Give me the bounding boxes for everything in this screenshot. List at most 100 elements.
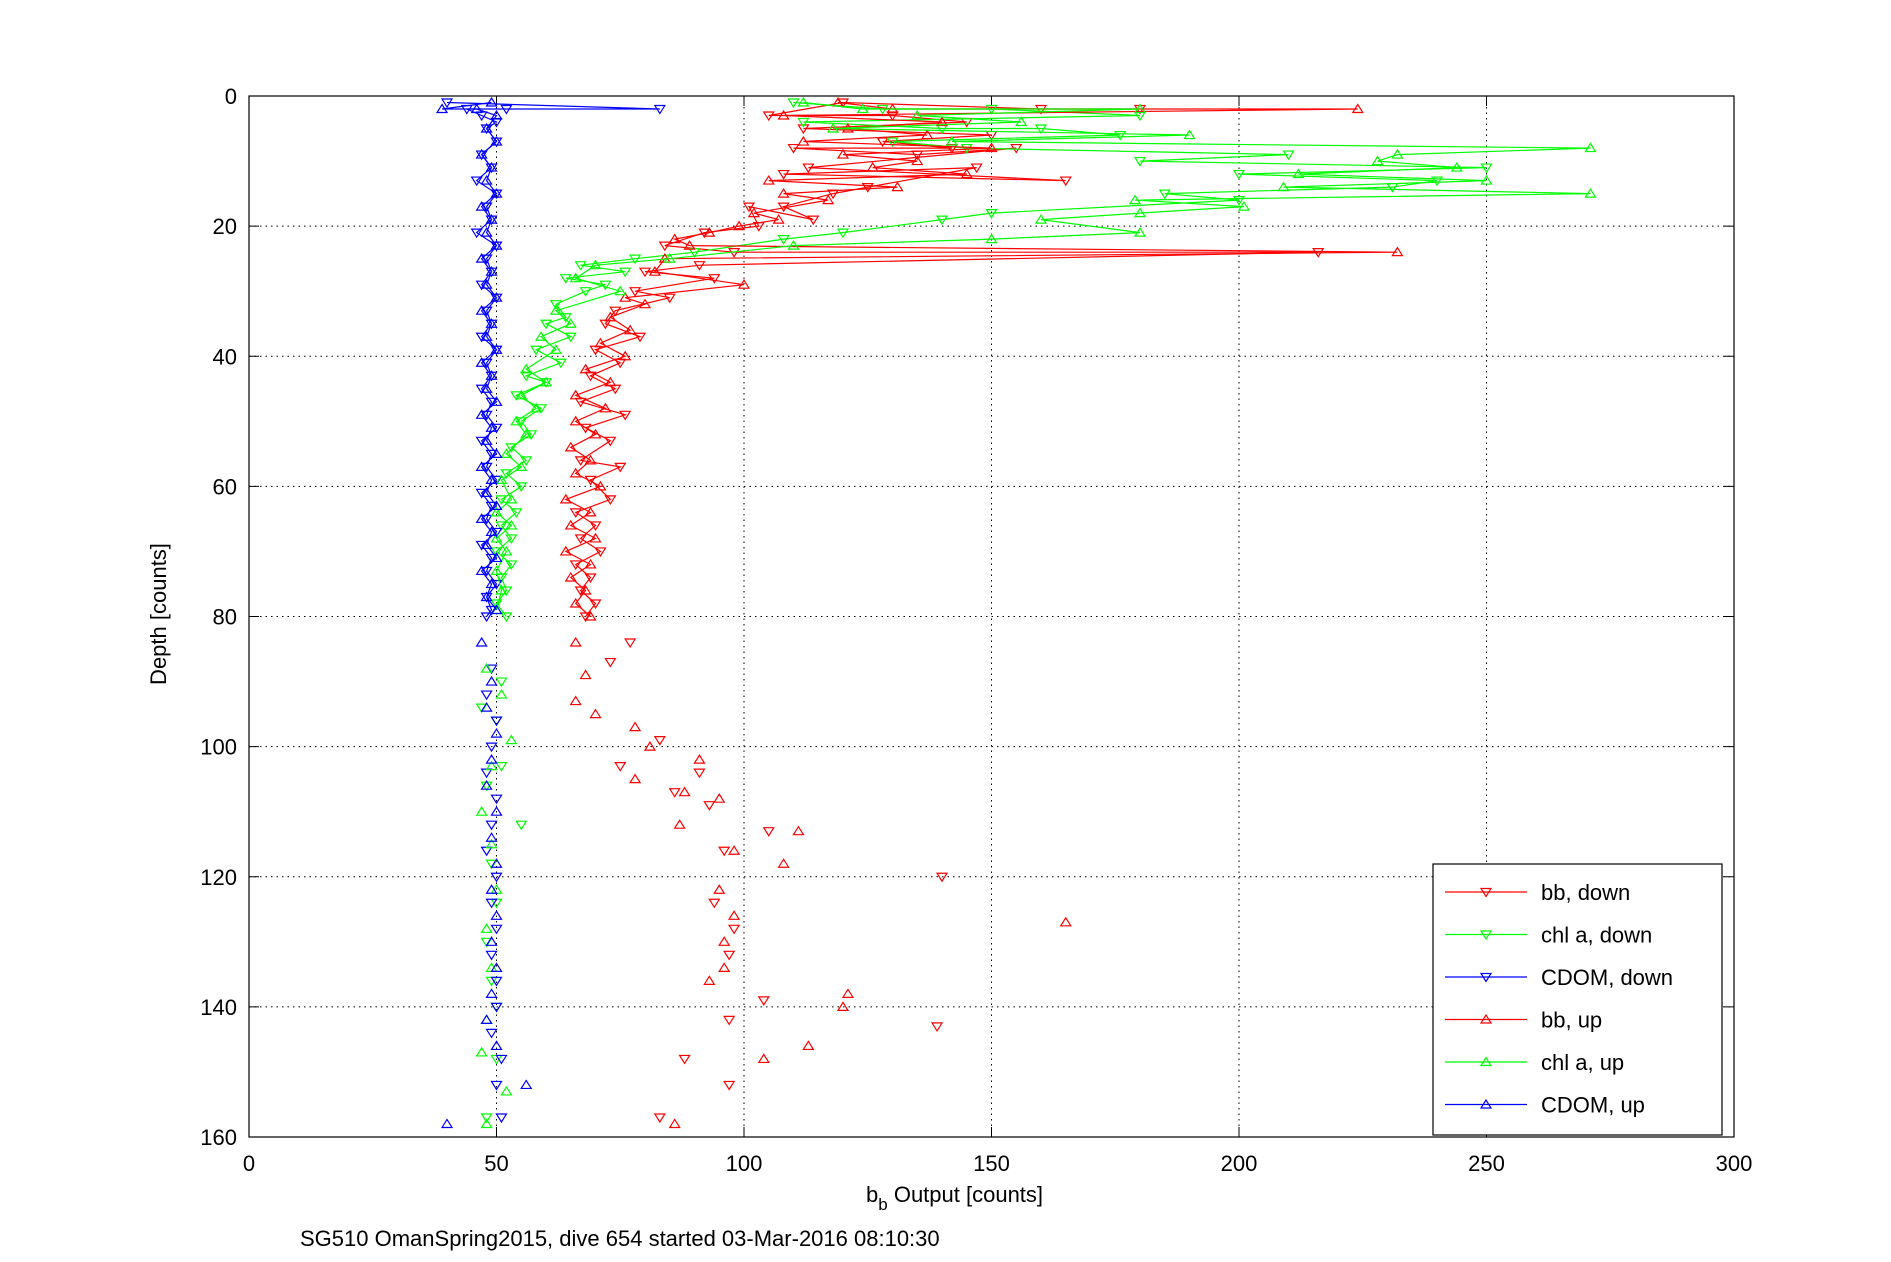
data-point <box>1391 148 1404 159</box>
data-point <box>970 163 983 174</box>
data-point <box>475 513 488 524</box>
data-point <box>495 495 508 506</box>
data-point <box>797 96 810 107</box>
data-point <box>1282 150 1295 161</box>
data-point <box>629 773 642 784</box>
data-point <box>1034 213 1048 224</box>
data-point <box>520 1079 533 1090</box>
data-point <box>480 487 493 497</box>
data-point <box>500 1085 513 1096</box>
data-point <box>797 124 810 135</box>
data-point <box>490 599 503 610</box>
data-point <box>732 220 746 231</box>
data-point <box>728 845 741 855</box>
data-point <box>886 137 899 148</box>
data-point <box>564 441 577 452</box>
data-point <box>619 267 632 278</box>
data-point <box>777 109 790 120</box>
data-point <box>653 1113 666 1124</box>
data-point <box>485 898 498 909</box>
data-point <box>713 884 726 894</box>
data-point <box>653 736 666 746</box>
data-point <box>490 448 503 458</box>
data-point <box>648 266 661 276</box>
data-point <box>564 571 577 582</box>
data-point <box>495 1113 508 1124</box>
data-point <box>629 287 642 297</box>
data-point <box>584 454 597 465</box>
data-point <box>485 675 498 686</box>
data-point <box>485 213 498 224</box>
data-point <box>490 109 503 120</box>
data-point <box>495 521 508 532</box>
data-point <box>490 872 503 883</box>
data-point <box>569 597 582 608</box>
data-point <box>1237 200 1251 211</box>
data-point <box>480 1118 493 1129</box>
data-point <box>490 1002 503 1013</box>
legend-marker <box>1479 1013 1493 1024</box>
x-tick-label: 150 <box>973 1151 1010 1176</box>
data-point <box>1232 169 1246 180</box>
data-point <box>683 240 696 250</box>
data-point <box>619 292 632 302</box>
data-point <box>960 168 973 179</box>
data-point <box>495 677 508 688</box>
data-point <box>663 253 676 263</box>
x-tick-label: 100 <box>726 1151 763 1176</box>
data-point <box>1292 168 1305 179</box>
legend-box <box>1432 863 1723 1136</box>
x-tick-label: 250 <box>1468 1151 1505 1176</box>
y-tick-label: 40 <box>213 344 237 369</box>
data-point <box>485 742 498 753</box>
data-point <box>520 428 533 439</box>
y-tick-label: 80 <box>213 605 237 630</box>
x-tick-label: 0 <box>243 1151 255 1176</box>
data-point <box>589 521 602 532</box>
data-point <box>1450 161 1463 172</box>
data-point <box>589 532 602 543</box>
data-point <box>549 305 562 315</box>
data-point <box>589 259 602 270</box>
data-point <box>490 962 503 972</box>
data-point <box>569 508 582 519</box>
data-point <box>490 240 503 250</box>
data-point <box>475 636 488 647</box>
data-point <box>787 143 800 154</box>
data-point <box>703 226 716 237</box>
data-point <box>485 474 498 484</box>
y-tick-label: 100 <box>200 735 237 760</box>
data-point <box>579 363 592 374</box>
data-point <box>470 228 483 239</box>
data-point <box>693 754 706 764</box>
data-point <box>673 819 686 829</box>
data-point <box>495 584 508 595</box>
legend-marker <box>1479 1098 1493 1109</box>
data-point <box>584 610 597 621</box>
data-point <box>480 690 493 701</box>
data-point <box>485 422 498 432</box>
data-point <box>475 806 488 816</box>
data-point <box>1128 194 1142 205</box>
legend-label: CDOM, up <box>1541 1093 1645 1118</box>
data-point <box>490 1040 503 1051</box>
data-point <box>520 363 533 374</box>
data-point <box>742 202 756 213</box>
data-point <box>485 936 498 946</box>
x-axis-label-main: b <box>866 1182 878 1207</box>
data-point <box>861 182 874 193</box>
data-point <box>480 591 493 602</box>
y-tick-label: 60 <box>213 474 237 499</box>
data-point <box>604 495 617 506</box>
data-point <box>485 838 498 849</box>
data-point <box>505 560 518 571</box>
data-point <box>1430 176 1444 187</box>
data-point <box>475 565 488 576</box>
data-point <box>614 762 627 772</box>
data-point <box>713 793 726 803</box>
legend-label: chl a, up <box>1541 1050 1624 1075</box>
data-point <box>911 155 924 166</box>
data-point <box>757 996 770 1007</box>
data-point <box>856 103 869 114</box>
data-point <box>589 428 602 439</box>
